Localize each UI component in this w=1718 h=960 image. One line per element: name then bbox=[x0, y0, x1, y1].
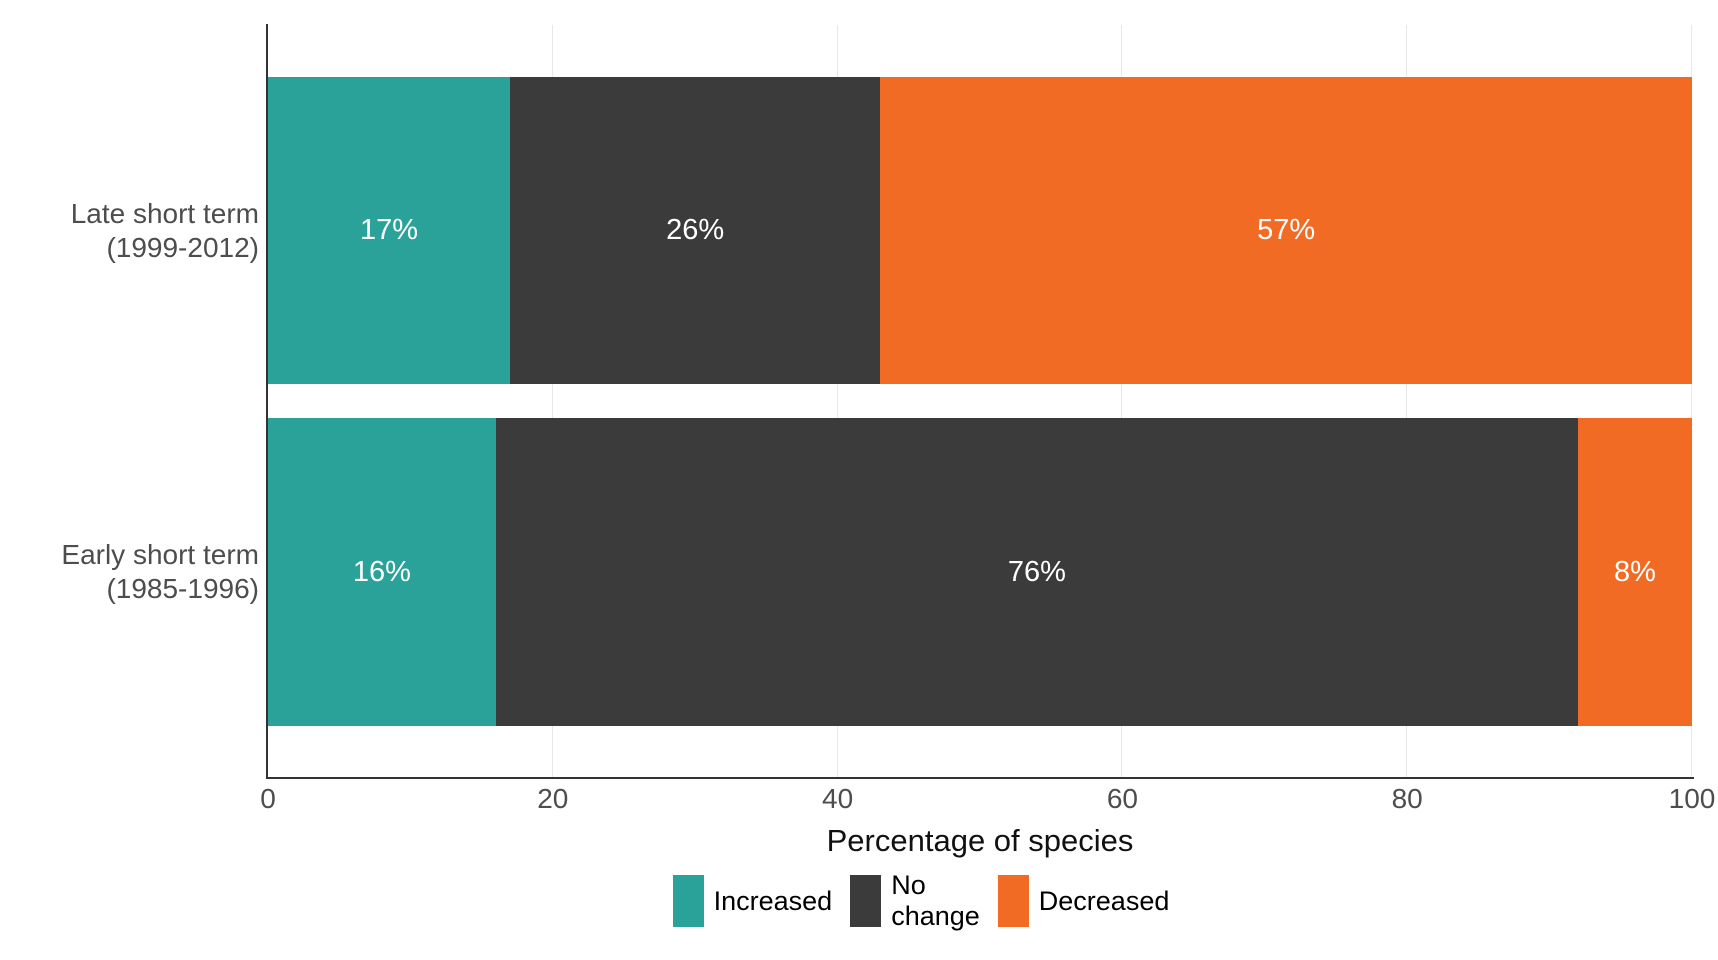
x-tick-label-100: 100 bbox=[1668, 783, 1716, 814]
y-axis-line bbox=[266, 24, 268, 779]
gridline-100 bbox=[1691, 25, 1692, 777]
legend-item-label: Decreased bbox=[1038, 885, 1170, 916]
bar-value-label: 57% bbox=[1257, 214, 1316, 246]
legend-item-no-change: No change bbox=[850, 870, 980, 932]
x-axis-title: Percentage of species bbox=[826, 823, 1134, 858]
bar-row-0: 17% 26% 57% bbox=[268, 77, 1692, 384]
bar-value-label: 16% bbox=[352, 555, 411, 588]
plot-panel: 17% 26% 57% 16% 76% 8% bbox=[268, 25, 1692, 777]
legend-item-increased: Increased bbox=[672, 875, 833, 927]
x-tick-label-20: 20 bbox=[537, 783, 569, 814]
bar-segment-increased: 17% bbox=[268, 77, 511, 384]
legend: Increased No change Decreased bbox=[0, 870, 1718, 932]
bar-segment-no-change: 26% bbox=[510, 77, 881, 384]
category-label-1: Early short term (1985-1996) bbox=[61, 539, 259, 604]
x-axis-line bbox=[266, 777, 1694, 779]
x-tick-label-0: 0 bbox=[260, 783, 276, 814]
bar-value-label: 8% bbox=[1614, 555, 1656, 588]
bar-segment-no-change: 76% bbox=[495, 418, 1579, 726]
legend-item-label: Increased bbox=[713, 885, 833, 916]
bar-value-label: 17% bbox=[360, 214, 419, 246]
legend-item-decreased: Decreased bbox=[997, 875, 1170, 927]
legend-swatch-icon bbox=[997, 875, 1029, 927]
bar-segment-decreased: 8% bbox=[1578, 418, 1692, 726]
bar-segment-increased: 16% bbox=[268, 418, 496, 726]
x-tick-label-60: 60 bbox=[1106, 783, 1138, 814]
x-tick-label-80: 80 bbox=[1391, 783, 1423, 814]
legend-item-label: No change bbox=[891, 870, 980, 931]
legend-swatch-icon bbox=[672, 875, 704, 927]
gridline-40 bbox=[836, 25, 838, 777]
gridline-80 bbox=[1406, 25, 1408, 777]
bar-segment-decreased: 57% bbox=[880, 77, 1692, 384]
x-tick-label-40: 40 bbox=[822, 783, 854, 814]
bar-row-1: 16% 76% 8% bbox=[268, 418, 1692, 726]
bar-value-label: 26% bbox=[666, 214, 725, 246]
category-label-0: Late short term (1999-2012) bbox=[70, 197, 259, 263]
gridline-20 bbox=[551, 25, 553, 777]
bar-value-label: 76% bbox=[1007, 555, 1066, 588]
legend-swatch-icon bbox=[850, 875, 882, 927]
gridline-60 bbox=[1121, 25, 1123, 777]
